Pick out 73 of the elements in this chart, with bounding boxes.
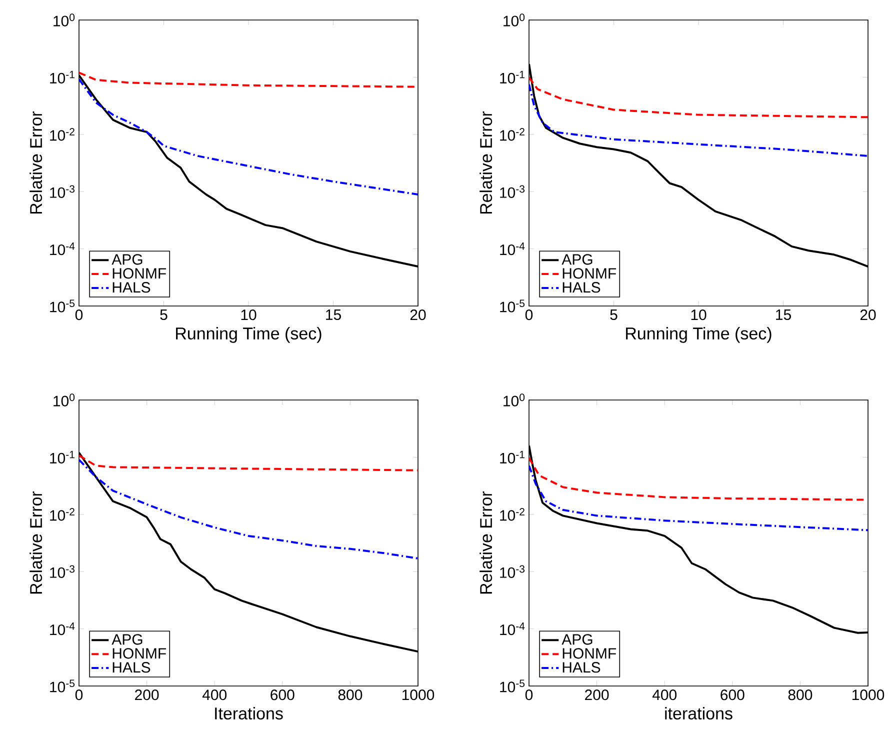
y-tick-label: 10$^{-3}$ [500,565,525,578]
x-tick-label: 200 [585,690,609,700]
x-tick-label: 5 [160,310,168,320]
line-series [529,464,868,532]
legend-label: APG [562,254,592,265]
y-tick-label: 10$^{0}$ [54,14,75,26]
x-tick-label: 400 [202,690,227,700]
y-axis-title: Relative Error [30,491,42,594]
y-tick-label: 10$^{-3}$ [50,185,75,198]
line-series [79,78,418,196]
y-tick-label: 10$^{-2}$ [50,508,74,521]
y-tick-label: 10$^{0}$ [54,394,75,406]
x-tick-label: 0 [75,310,83,320]
y-tick-label: 10$^{-1}$ [50,450,74,464]
legend-label: APG [112,634,142,645]
y-tick-label: 10$^{-3}$ [500,185,525,198]
y-axis-title: Relative Error [480,491,492,594]
y-tick-label: 10$^{-1}$ [500,70,524,84]
line-series [79,454,418,472]
x-tick-label: 20 [860,310,876,320]
x-axis-title: iterations [665,707,732,720]
y-tick-label: 10$^{-4}$ [50,622,75,636]
x-tick-label: 400 [652,690,677,700]
x-tick-label: 0 [525,690,533,700]
legend-label: HONMF [562,648,616,659]
x-tick-label: 5 [610,310,618,320]
x-tick-label: 20 [410,310,426,320]
y-tick-label: 10$^{0}$ [504,394,525,406]
legend-label: HONMF [562,268,616,279]
x-tick-label: 600 [720,690,744,700]
y-axis-title: Relative Error [30,111,42,214]
x-tick-label: 800 [788,690,812,700]
y-tick-label: 10$^{-1}$ [50,70,74,84]
legend-label: HALS [562,662,600,673]
x-tick-label: 10 [691,310,706,320]
legend-label: APG [112,254,142,265]
x-axis-title: Iterations [215,707,283,720]
x-tick-label: 15 [776,310,791,320]
y-tick-label: 10$^{-2}$ [50,128,74,141]
legend-label: HONMF [112,268,166,279]
x-tick-label: 0 [525,310,533,320]
legend-label: APG [562,634,592,645]
line-series [529,83,868,157]
x-tick-label: 10 [241,310,256,320]
legend-label: HALS [112,662,150,673]
legend-label: HONMF [112,648,166,659]
line-series [79,458,418,560]
line-series [529,456,868,501]
x-tick-label: 15 [326,310,341,320]
x-axis-title: Running Time (sec) [626,327,772,343]
y-tick-label: 10$^{-4}$ [500,622,525,636]
y-tick-label: 10$^{-5}$ [500,300,525,312]
y-tick-label: 10$^{-5}$ [50,680,75,692]
y-axis-title: Relative Error [480,111,492,214]
x-tick-label: 1000 [852,690,884,700]
y-tick-label: 10$^{-5}$ [50,300,75,312]
y-tick-label: 10$^{-1}$ [500,450,524,464]
x-tick-label: 1000 [402,690,434,700]
y-tick-label: 10$^{-4}$ [500,242,525,256]
x-tick-label: 200 [135,690,159,700]
y-tick-label: 10$^{-2}$ [500,508,524,521]
legend-label: HALS [562,282,600,293]
x-tick-label: 0 [75,690,83,700]
y-tick-label: 10$^{-5}$ [500,680,525,692]
y-tick-label: 10$^{-3}$ [50,565,75,578]
y-tick-label: 10$^{-4}$ [50,242,75,256]
y-tick-label: 10$^{0}$ [504,14,525,26]
y-tick-label: 10$^{-2}$ [500,128,524,141]
x-tick-label: 600 [270,690,294,700]
legend-label: HALS [112,282,150,293]
line-series [529,76,868,118]
x-axis-title: Running Time (sec) [176,327,322,343]
x-tick-label: 800 [338,690,362,700]
